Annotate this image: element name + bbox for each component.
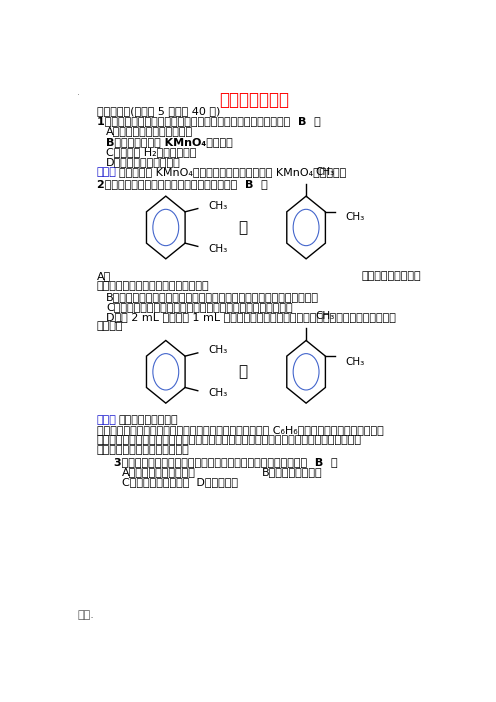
Text: D．向 2 mL 苯中加入 1 mL 溴的四氯化碳溶液，振荡后静置，可观察到液体分层，上层: D．向 2 mL 苯中加入 1 mL 溴的四氯化碳溶液，振荡后静置，可观察到液体… [106, 312, 396, 322]
Text: A．常温、常压下为气体: A．常温、常压下为气体 [122, 467, 195, 477]
Text: CH₃: CH₃ [208, 345, 228, 355]
Text: 专业.: 专业. [77, 610, 94, 620]
Text: 解析：: 解析： [97, 416, 117, 425]
Text: 是同一种物质，说明: 是同一种物质，说明 [362, 271, 422, 281]
Text: A．: A． [97, 271, 111, 281]
Text: C．苯能与 H₂发生加成反应: C．苯能与 H₂发生加成反应 [106, 147, 196, 157]
Text: 燃烧时冒浓烟；苯具有芳香气味，为液体烃；四氯化碳与苯互溶，苯与溴的四氯化碳溶液混: 燃烧时冒浓烟；苯具有芳香气味，为液体烃；四氯化碳与苯互溶，苯与溴的四氯化碳溶液混 [97, 435, 362, 445]
Text: 苯的结构与性质: 苯的结构与性质 [219, 91, 289, 110]
Text: 与: 与 [238, 220, 247, 235]
Text: 3．苯是重要的有机化工原料，下列关于苯的性质说法正确的是（  B  ）: 3．苯是重要的有机化工原料，下列关于苯的性质说法正确的是（ B ） [114, 456, 337, 467]
Text: 合后振荡、静置，溶液不分层。: 合后振荡、静置，溶液不分层。 [97, 444, 189, 455]
Text: C．煤干馏得到的煤焦油可以分离出苯，苯是无色无味的液态烃: C．煤干馏得到的煤焦油可以分离出苯，苯是无色无味的液态烃 [106, 302, 293, 312]
Text: C．不能发生取代反应  D．易溶于水: C．不能发生取代反应 D．易溶于水 [122, 477, 238, 486]
Text: 呈橙红色: 呈橙红色 [97, 322, 123, 331]
Text: CH₃: CH₃ [316, 167, 335, 177]
Text: B．苯在空气中不易燃烧完全，燃烧时冒浓烟，说明苯组成中含碳量较高: B．苯在空气中不易燃烧完全，燃烧时冒浓烟，说明苯组成中含碳量较高 [106, 291, 319, 302]
Text: B．苯不能被酸性 KMnO₄溶液氧化: B．苯不能被酸性 KMnO₄溶液氧化 [106, 136, 233, 147]
Text: 苯分子中不是碳碳双键、碳碳单键交替排列；苯的分子式为 C₆H₆，含碳量大，不易燃烧完全，: 苯分子中不是碳碳双键、碳碳单键交替排列；苯的分子式为 C₆H₆，含碳量大，不易燃… [97, 425, 383, 435]
Text: CH₃: CH₃ [316, 312, 335, 322]
Text: CH₃: CH₃ [346, 212, 365, 223]
Text: A．苯能与纯溴发生取代反应: A．苯能与纯溴发生取代反应 [106, 126, 193, 136]
Text: CH₃: CH₃ [208, 244, 228, 254]
Text: 1．下列事实中，能说明苯与一般烯烃在性质上有很大差别的是（  B  ）: 1．下列事实中，能说明苯与一般烯烃在性质上有很大差别的是（ B ） [97, 116, 320, 126]
Text: ·: · [77, 91, 80, 100]
Text: CH₃: CH₃ [346, 357, 365, 366]
Text: 是同一种物质，说明: 是同一种物质，说明 [119, 416, 179, 425]
Text: 苯不与酸性 KMnO₄溶液反应，而烯烃能被酸性 KMnO₄溶液氧化。: 苯不与酸性 KMnO₄溶液反应，而烯烃能被酸性 KMnO₄溶液氧化。 [119, 167, 346, 178]
Text: B．能发生氧化反应: B．能发生氧化反应 [262, 467, 322, 477]
Text: D．苯能够燃烧产生浓烟: D．苯能够燃烧产生浓烟 [106, 157, 181, 167]
Text: CH₃: CH₃ [208, 201, 228, 211]
Text: CH₃: CH₃ [208, 388, 228, 399]
Text: 一、选择题(每小题 5 分，共 40 分): 一、选择题(每小题 5 分，共 40 分) [97, 106, 220, 116]
Text: 苯分子中碳碳双键、碳碳单键交替排列: 苯分子中碳碳双键、碳碳单键交替排列 [97, 282, 209, 291]
Text: 2．有关苯的结构和性质，下列说法正确的是（  B  ）: 2．有关苯的结构和性质，下列说法正确的是（ B ） [97, 179, 267, 190]
Text: 解析：: 解析： [97, 167, 117, 178]
Text: 与: 与 [238, 364, 247, 379]
